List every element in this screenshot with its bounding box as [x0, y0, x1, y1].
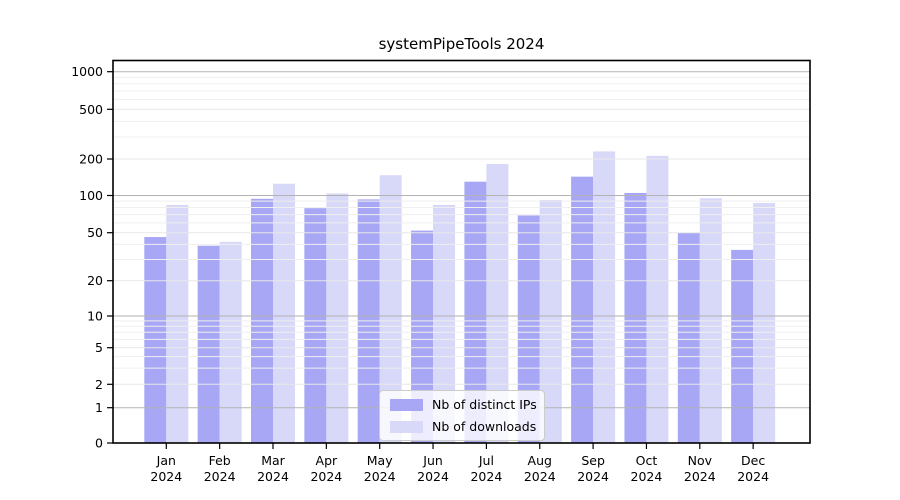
legend-item: Nb of downloads	[390, 419, 537, 434]
x-tick-label: May 2024	[364, 453, 396, 484]
bar-jan-distinct-ips	[144, 237, 167, 443]
y-tick-label: 1000	[71, 64, 103, 79]
bar-jul-downloads	[486, 163, 509, 443]
bar-nov-distinct-ips	[677, 232, 700, 443]
bar-jul-distinct-ips	[464, 181, 487, 443]
y-tick-label: 10	[87, 309, 103, 324]
y-tick-label: 500	[79, 102, 103, 117]
x-tick-label: Sep 2024	[577, 453, 609, 484]
bar-apr-downloads	[326, 193, 349, 443]
bar-dec-distinct-ips	[731, 249, 754, 443]
x-tick-label: Nov 2024	[684, 453, 716, 484]
bar-mar-downloads	[273, 183, 295, 443]
y-tick-label: 50	[87, 225, 103, 240]
legend-swatch-distinct-ips	[390, 398, 423, 411]
x-tick-label: Dec 2024	[737, 453, 769, 484]
bar-jan-downloads	[166, 204, 189, 443]
y-tick-label: 5	[95, 340, 103, 355]
bar-aug-distinct-ips	[517, 215, 540, 443]
bar-sep-downloads	[593, 151, 616, 443]
legend-swatch-downloads	[390, 420, 423, 433]
bar-oct-downloads	[646, 155, 669, 443]
legend-label: Nb of downloads	[432, 419, 537, 434]
x-tick-label: Jun 2024	[417, 453, 449, 484]
bar-jun-downloads	[433, 204, 456, 443]
bar-feb-distinct-ips	[197, 245, 220, 443]
y-tick-label: 1	[95, 400, 103, 415]
y-tick-label: 100	[79, 188, 103, 203]
legend-item: Nb of distinct IPs	[390, 397, 537, 412]
legend-label: Nb of distinct IPs	[432, 397, 537, 412]
y-tick-label: 20	[87, 273, 103, 288]
bar-jun-distinct-ips	[411, 230, 434, 443]
x-tick-label: Aug 2024	[524, 453, 556, 484]
bar-aug-downloads	[539, 199, 562, 443]
x-tick-label: Jan 2024	[150, 453, 182, 484]
bar-feb-downloads	[219, 241, 242, 443]
bar-sep-distinct-ips	[571, 176, 594, 443]
chart-title: systemPipeTools 2024	[378, 35, 545, 53]
bar-dec-downloads	[753, 202, 776, 443]
legend: Nb of distinct IPs Nb of downloads	[379, 390, 545, 441]
y-tick-label: 2	[95, 377, 103, 392]
x-tick-label: Jul 2024	[470, 453, 502, 484]
x-tick-label: Mar 2024	[257, 453, 289, 484]
y-tick-label: 0	[95, 436, 103, 451]
x-tick-label: Feb 2024	[204, 453, 236, 484]
bar-oct-distinct-ips	[624, 192, 647, 443]
bar-may-downloads	[379, 175, 402, 443]
x-tick-label: Oct 2024	[631, 453, 663, 484]
y-tick-label: 200	[79, 152, 103, 167]
plot-border	[112, 59, 811, 444]
x-tick-label: Apr 2024	[310, 453, 342, 484]
